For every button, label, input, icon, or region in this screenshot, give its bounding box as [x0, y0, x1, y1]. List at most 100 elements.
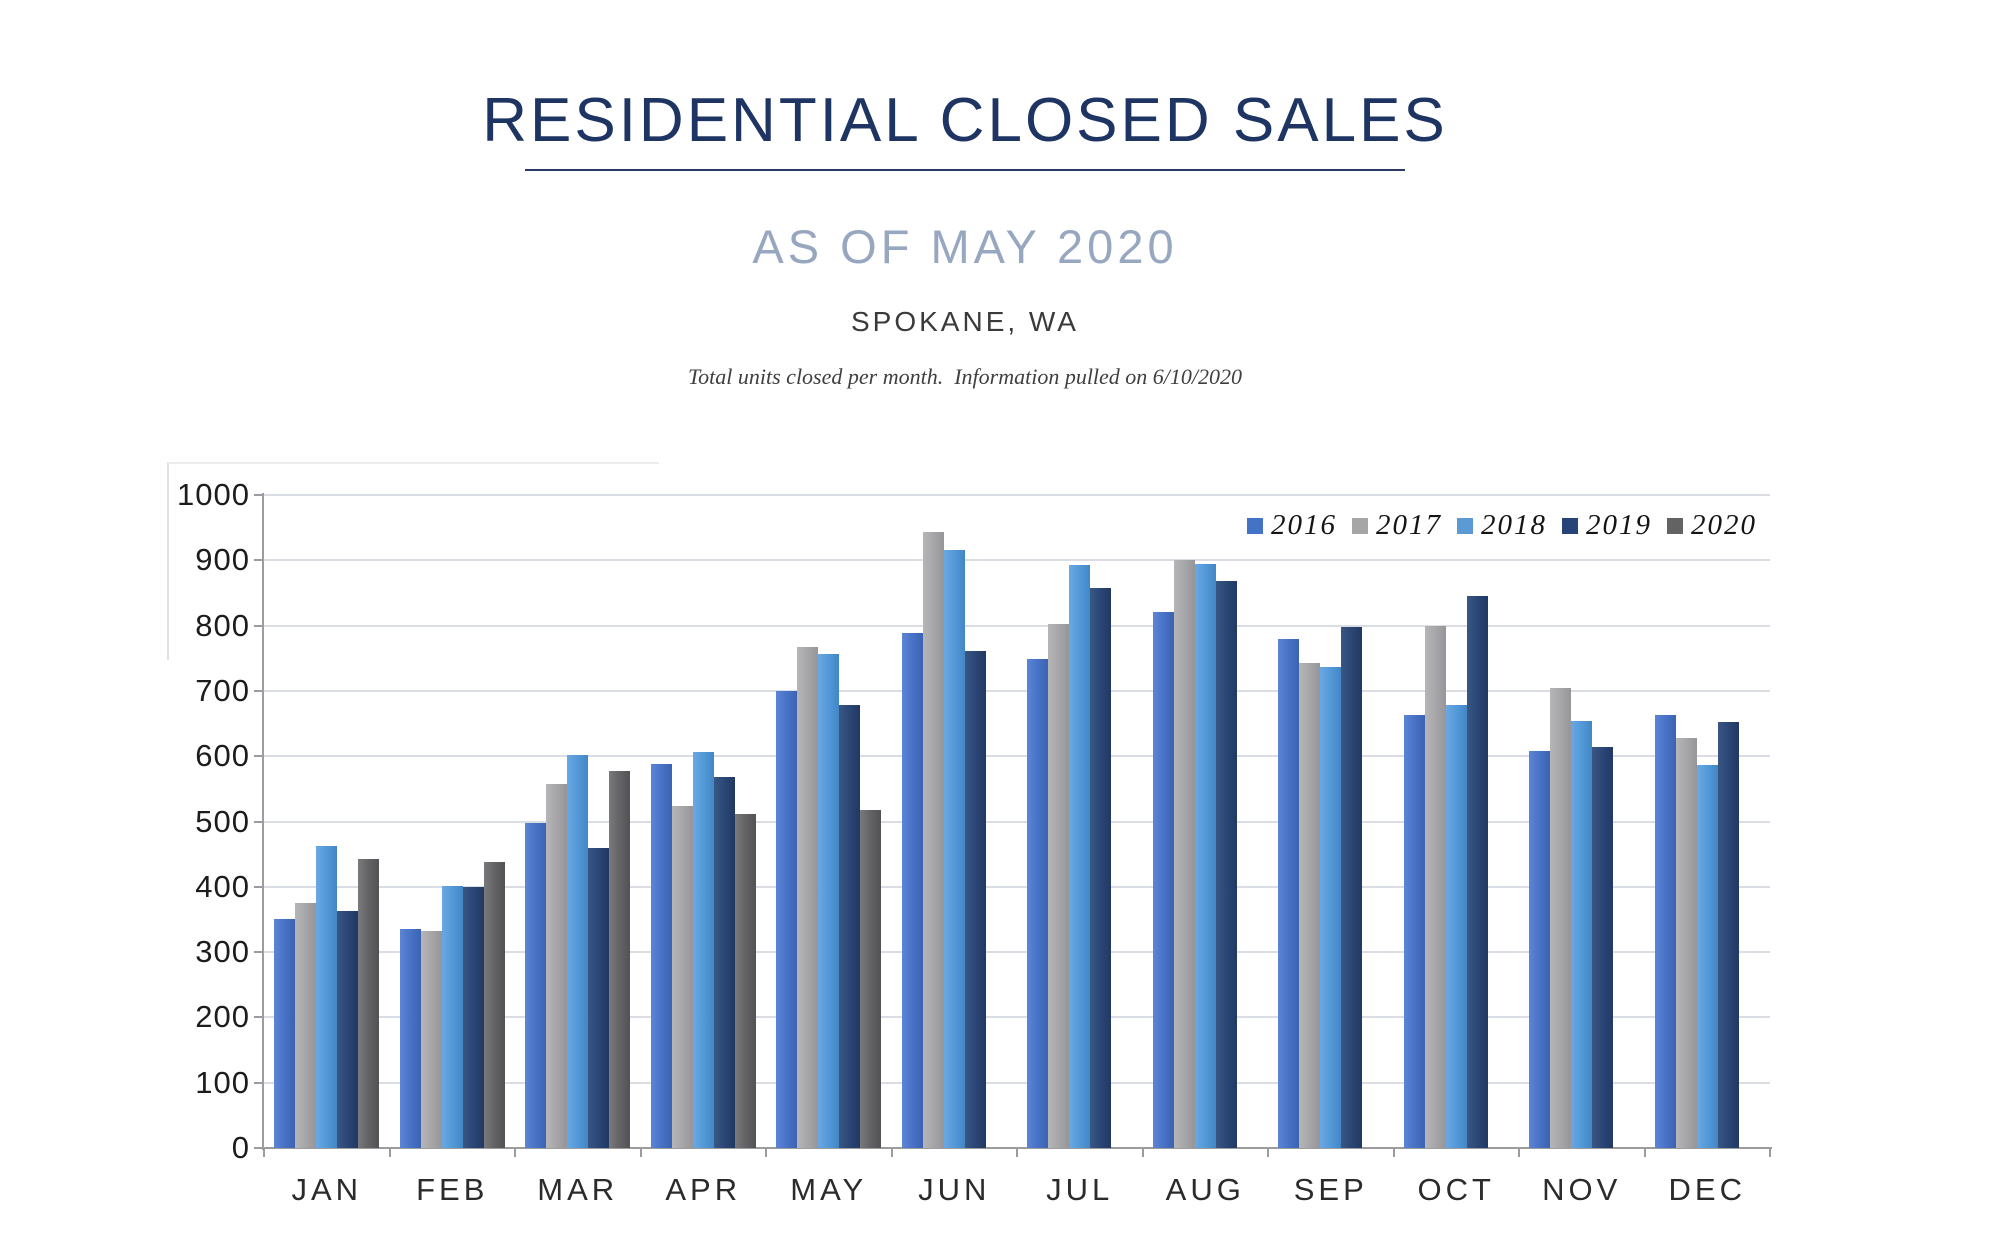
y-axis-label-300: 300 — [195, 934, 250, 970]
bar-2017-jan — [295, 903, 317, 1148]
y-axis-label-100: 100 — [195, 1064, 250, 1100]
bar-2017-jul — [1048, 624, 1070, 1148]
bar-2019-nov — [1592, 747, 1614, 1148]
x-axis-boundary-tick-5 — [890, 1147, 893, 1157]
x-axis-boundary-tick-4 — [765, 1147, 767, 1157]
legend-label-2019: 2019 — [1586, 509, 1652, 541]
title-underline — [525, 169, 1405, 171]
subtitle: AS OF MAY 2020 — [752, 220, 1178, 273]
bar-2016-apr — [650, 764, 672, 1148]
x-axis-boundary-tick-11 — [1643, 1147, 1646, 1157]
x-axis-boundary-tick-2 — [514, 1147, 516, 1157]
bar-2018-feb — [441, 885, 463, 1148]
bar-2019-feb — [462, 886, 484, 1148]
bar-2018-apr — [692, 751, 714, 1148]
bar-2019-oct — [1466, 595, 1488, 1148]
y-axis-label-1000: 1000 — [177, 477, 250, 512]
legend-label-2016: 2016 — [1271, 509, 1337, 541]
location-label: SPOKANE, WA — [850, 306, 1079, 337]
bar-2018-aug — [1194, 564, 1216, 1148]
gridline-400 — [264, 885, 1770, 888]
y-axis-tick-700 — [254, 689, 263, 692]
bar-2016-jan — [274, 919, 296, 1148]
bar-2017-sep — [1299, 663, 1321, 1148]
x-axis-label-oct: OCT — [1417, 1172, 1495, 1207]
gridline-1000 — [264, 494, 1770, 496]
legend-item-2020: 2020 — [1667, 511, 1757, 540]
bar-2016-feb — [399, 928, 421, 1148]
bar-2017-dec — [1675, 737, 1697, 1148]
bar-2016-dec — [1654, 715, 1676, 1148]
x-axis-boundary-tick-3 — [639, 1147, 642, 1157]
plot-area — [264, 494, 1770, 1148]
gridline-800 — [264, 624, 1770, 627]
x-axis-boundary-tick-8 — [1267, 1147, 1269, 1157]
legend-item-2018: 2018 — [1457, 511, 1547, 540]
y-axis-tick-100 — [254, 1081, 263, 1084]
x-axis-label-apr: APR — [665, 1172, 742, 1207]
y-axis-label-700: 700 — [195, 672, 250, 708]
legend-label-2018: 2018 — [1481, 509, 1547, 541]
gridline-300 — [264, 951, 1770, 954]
legend-swatch-2018 — [1457, 517, 1473, 534]
legend-swatch-2016 — [1247, 517, 1263, 534]
x-axis-label-may: MAY — [790, 1172, 868, 1207]
y-axis-line — [262, 493, 264, 1150]
x-axis-label-jul: JUL — [1046, 1172, 1114, 1207]
bar-2019-mar — [588, 847, 610, 1148]
y-axis-label-800: 800 — [195, 607, 250, 643]
x-axis-boundary-tick-1 — [388, 1147, 391, 1157]
y-axis-tick-600 — [254, 755, 263, 758]
y-axis-tick-1000 — [254, 494, 263, 496]
bar-2017-aug — [1173, 559, 1195, 1148]
legend-swatch-2019 — [1562, 517, 1578, 534]
bar-2019-apr — [713, 777, 735, 1148]
y-axis-tick-800 — [254, 624, 263, 627]
bar-2019-may — [839, 705, 861, 1148]
y-axis-label-400: 400 — [195, 868, 250, 904]
bar-2017-may — [797, 647, 819, 1148]
bar-2017-oct — [1424, 625, 1446, 1148]
source-note: Total units closed per month. Informatio… — [687, 364, 1243, 389]
bar-2016-mar — [525, 822, 547, 1148]
bar-2018-dec — [1696, 765, 1718, 1148]
y-axis-tick-200 — [254, 1016, 263, 1019]
y-axis-label-500: 500 — [195, 803, 250, 839]
x-axis-boundary-tick-6 — [1016, 1147, 1018, 1157]
bar-2017-jun — [922, 532, 944, 1148]
gridline-900 — [264, 559, 1770, 562]
y-axis-tick-300 — [254, 951, 263, 954]
bar-2017-nov — [1550, 688, 1572, 1148]
bar-2017-feb — [420, 931, 442, 1148]
bar-2018-sep — [1320, 667, 1342, 1148]
y-axis-label-600: 600 — [195, 738, 250, 774]
x-axis-boundary-tick-7 — [1141, 1147, 1144, 1157]
y-axis-tick-400 — [254, 885, 263, 888]
y-axis-label-0: 0 — [231, 1130, 250, 1165]
bar-2020-may — [860, 810, 882, 1148]
legend-item-2017: 2017 — [1352, 511, 1442, 540]
x-axis-label-dec: DEC — [1668, 1172, 1746, 1207]
x-axis-label-aug: AUG — [1165, 1172, 1245, 1207]
bar-2020-feb — [483, 862, 505, 1148]
gridline-700 — [264, 689, 1770, 692]
legend-swatch-2020 — [1667, 517, 1683, 534]
x-axis-boundary-tick-9 — [1392, 1147, 1395, 1157]
legend-label-2017: 2017 — [1376, 509, 1442, 541]
bar-2016-nov — [1529, 750, 1551, 1148]
background-artifact — [167, 462, 659, 660]
legend-item-2016: 2016 — [1247, 511, 1337, 540]
y-axis-label-200: 200 — [195, 999, 250, 1035]
bar-2018-may — [818, 654, 840, 1148]
bar-2016-may — [776, 690, 798, 1148]
y-axis-tick-0 — [254, 1147, 263, 1149]
x-axis-label-jun: JUN — [918, 1172, 991, 1207]
bar-2019-sep — [1341, 626, 1363, 1148]
y-axis-tick-500 — [254, 820, 263, 823]
bar-2019-jan — [337, 910, 359, 1148]
gridline-600 — [264, 755, 1770, 758]
x-axis-label-nov: NOV — [1542, 1172, 1622, 1207]
chart-header: RESIDENTIAL CLOSED SALES AS OF MAY 2020 … — [0, 0, 1930, 388]
bar-2017-apr — [671, 805, 693, 1148]
x-axis-boundary-tick-0 — [263, 1147, 265, 1157]
